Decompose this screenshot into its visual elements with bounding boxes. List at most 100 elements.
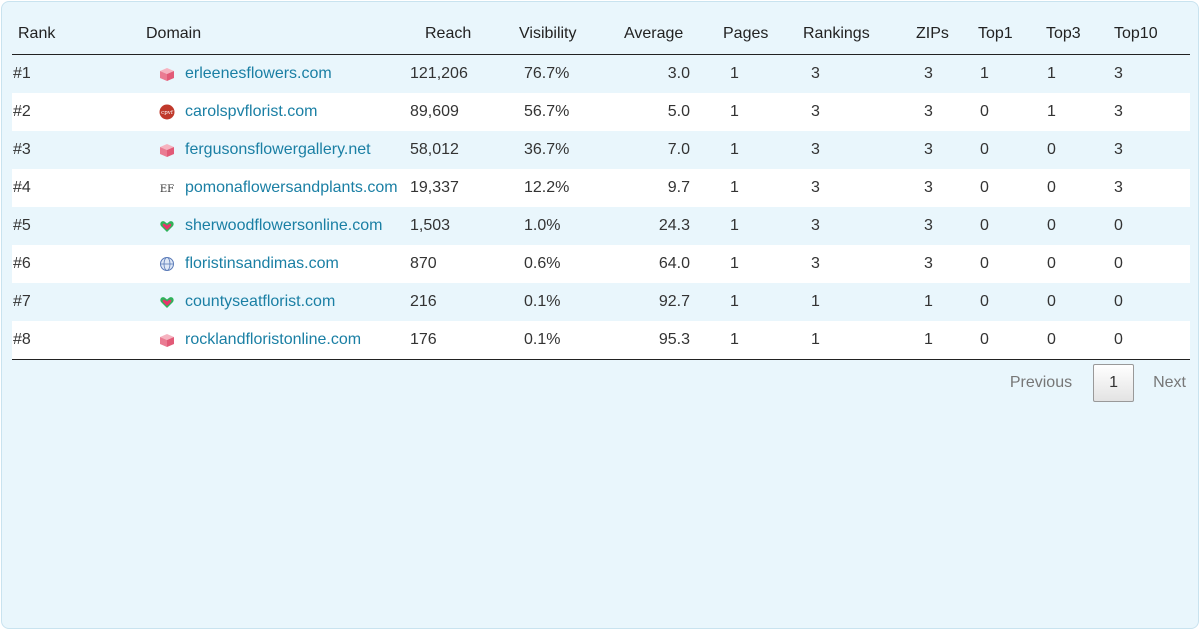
rank-cell: #3	[12, 131, 81, 169]
col-header-rankings[interactable]: Rankings	[782, 14, 893, 55]
pages-cell: 1	[701, 245, 782, 283]
rankings-cell: 3	[782, 131, 893, 169]
reach-cell: 19,337	[410, 169, 511, 207]
rank-cell: #8	[12, 321, 81, 360]
col-header-domain[interactable]: Domain	[81, 14, 410, 55]
reach-cell: 216	[410, 283, 511, 321]
visibility-cell: 36.7%	[511, 131, 613, 169]
table-row: #1 erleenesflowers.com 121,206 76.7% 3.0 1 3 3 1…	[12, 54, 1190, 93]
domain-link[interactable]: floristinsandimas.com	[185, 255, 339, 272]
top1-cell: 0	[956, 283, 1023, 321]
visibility-cell: 1.0%	[511, 207, 613, 245]
top1-cell: 0	[956, 207, 1023, 245]
reach-cell: 58,012	[410, 131, 511, 169]
col-header-visibility[interactable]: Visibility	[511, 14, 613, 55]
table-row: #2 cpvf carolspvflorist.com 89,609 56.7% 5.0 1…	[12, 93, 1190, 131]
average-cell: 5.0	[613, 93, 701, 131]
domain-link[interactable]: carolspvflorist.com	[185, 103, 318, 120]
top3-cell: 1	[1023, 93, 1091, 131]
top3-cell: 0	[1023, 207, 1091, 245]
top10-cell: 0	[1091, 207, 1190, 245]
rank-cell: #7	[12, 283, 81, 321]
previous-page-button[interactable]: Previous	[1009, 374, 1073, 391]
col-header-pages[interactable]: Pages	[701, 14, 782, 55]
box-icon	[159, 142, 175, 158]
table-row: #4 EF pomonaflowersandplants.com 19,337 12.2…	[12, 169, 1190, 207]
rank-cell: #6	[12, 245, 81, 283]
col-header-top10[interactable]: Top10	[1091, 14, 1190, 55]
average-cell: 92.7	[613, 283, 701, 321]
top3-cell: 0	[1023, 131, 1091, 169]
rankings-cell: 3	[782, 93, 893, 131]
current-page-button[interactable]: 1	[1093, 364, 1135, 402]
col-header-average[interactable]: Average	[613, 14, 701, 55]
top10-cell: 0	[1091, 245, 1190, 283]
pages-cell: 1	[701, 93, 782, 131]
box-icon	[159, 332, 175, 348]
domain-cell: countyseatflorist.com	[81, 283, 410, 321]
domain-link[interactable]: countyseatflorist.com	[185, 293, 336, 310]
reach-cell: 176	[410, 321, 511, 360]
rank-cell: #2	[12, 93, 81, 131]
table-row: #5 sherwoodflowersonline.com 1,503 1.0% 24.3…	[12, 207, 1190, 245]
visibility-cell: 12.2%	[511, 169, 613, 207]
domain-cell: erleenesflowers.com	[81, 54, 410, 93]
top1-cell: 1	[956, 54, 1023, 93]
ef-letters-icon: EF	[159, 180, 175, 196]
zips-cell: 3	[893, 54, 956, 93]
top3-cell: 0	[1023, 321, 1091, 360]
svg-text:cpvf: cpvf	[161, 110, 174, 116]
rank-cell: #4	[12, 169, 81, 207]
heart-icon	[159, 294, 175, 310]
col-header-rank[interactable]: Rank	[12, 14, 81, 55]
table-row: #6 floristinsandimas.com 870 0.6% 64.0 1 3 3 0 0 0	[12, 245, 1190, 283]
domain-link[interactable]: sherwoodflowersonline.com	[185, 217, 383, 234]
top10-cell: 3	[1091, 131, 1190, 169]
rankings-cell: 1	[782, 321, 893, 360]
visibility-cell: 0.1%	[511, 321, 613, 360]
rankings-cell: 3	[782, 54, 893, 93]
domain-ranking-table: Rank Domain Reach Visibility Average Pag…	[12, 14, 1190, 360]
col-header-top3[interactable]: Top3	[1023, 14, 1091, 55]
domain-cell: sherwoodflowersonline.com	[81, 207, 410, 245]
visibility-cell: 0.1%	[511, 283, 613, 321]
domain-link[interactable]: rocklandfloristonline.com	[185, 331, 362, 348]
visibility-cell: 56.7%	[511, 93, 613, 131]
heart-icon	[159, 218, 175, 234]
rankings-cell: 1	[782, 283, 893, 321]
domain-link[interactable]: pomonaflowersandplants.com	[185, 179, 398, 196]
col-header-reach[interactable]: Reach	[410, 14, 511, 55]
reach-cell: 121,206	[410, 54, 511, 93]
reach-cell: 1,503	[410, 207, 511, 245]
col-header-zips[interactable]: ZIPs	[893, 14, 956, 55]
domain-link[interactable]: fergusonsflowergallery.net	[185, 141, 371, 158]
domain-link[interactable]: erleenesflowers.com	[185, 65, 332, 82]
visibility-cell: 0.6%	[511, 245, 613, 283]
average-cell: 64.0	[613, 245, 701, 283]
col-header-top1[interactable]: Top1	[956, 14, 1023, 55]
rankings-cell: 3	[782, 245, 893, 283]
top1-cell: 0	[956, 131, 1023, 169]
rank-cell: #1	[12, 54, 81, 93]
average-cell: 3.0	[613, 54, 701, 93]
globe-icon	[159, 256, 175, 272]
reach-cell: 870	[410, 245, 511, 283]
top3-cell: 0	[1023, 283, 1091, 321]
zips-cell: 3	[893, 131, 956, 169]
zips-cell: 3	[893, 207, 956, 245]
svg-text:EF: EF	[160, 184, 174, 195]
rankings-cell: 3	[782, 207, 893, 245]
zips-cell: 3	[893, 93, 956, 131]
top10-cell: 0	[1091, 321, 1190, 360]
average-cell: 9.7	[613, 169, 701, 207]
next-page-button[interactable]: Next	[1153, 374, 1186, 391]
top1-cell: 0	[956, 169, 1023, 207]
top10-cell: 3	[1091, 54, 1190, 93]
pages-cell: 1	[701, 131, 782, 169]
zips-cell: 1	[893, 283, 956, 321]
pages-cell: 1	[701, 169, 782, 207]
rankings-cell: 3	[782, 169, 893, 207]
domain-cell: floristinsandimas.com	[81, 245, 410, 283]
zips-cell: 3	[893, 169, 956, 207]
